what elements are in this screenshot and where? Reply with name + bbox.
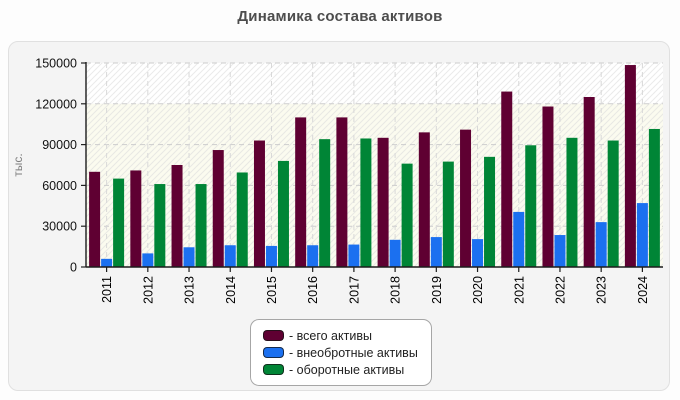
chart-panel: 0 30000 60000 90000 120000 150000 2011 2012 2013… bbox=[8, 41, 670, 391]
bar bbox=[130, 170, 142, 267]
bar bbox=[89, 171, 101, 267]
bar bbox=[525, 145, 537, 267]
bar bbox=[430, 237, 442, 267]
bar bbox=[636, 203, 648, 267]
bar bbox=[253, 140, 265, 267]
x-tick-label: 2014 bbox=[224, 276, 238, 304]
legend-swatch bbox=[263, 347, 284, 358]
chart-title: Динамика состава активов bbox=[237, 8, 443, 25]
bar bbox=[595, 222, 607, 267]
chart-legend: - всего активы - внеобротные активы - обор… bbox=[250, 319, 432, 386]
legend-label: - всего активы bbox=[289, 328, 372, 343]
bar bbox=[624, 65, 636, 267]
bar bbox=[648, 128, 660, 267]
y-tick-label: 150000 bbox=[35, 57, 77, 71]
bar bbox=[113, 178, 125, 267]
x-tick-label: 2022 bbox=[553, 276, 567, 304]
bar bbox=[183, 247, 195, 267]
x-tick-label: 2021 bbox=[512, 276, 526, 304]
x-tick-label: 2020 bbox=[471, 276, 485, 304]
bar bbox=[295, 117, 307, 268]
legend-item: - оборотные активы bbox=[263, 361, 421, 378]
legend-item: - внеобротные активы bbox=[263, 344, 421, 361]
bar bbox=[319, 139, 331, 267]
bar bbox=[195, 184, 207, 267]
x-tick-label: 2019 bbox=[430, 276, 444, 304]
bar bbox=[224, 245, 236, 267]
bar bbox=[401, 163, 413, 267]
legend-item: - всего активы bbox=[263, 327, 421, 344]
bar bbox=[336, 117, 348, 268]
bar bbox=[142, 253, 154, 267]
bar bbox=[513, 211, 525, 267]
legend-label: - оборотные активы bbox=[289, 362, 405, 377]
x-tick-label: 2024 bbox=[636, 276, 650, 304]
bar bbox=[212, 150, 224, 267]
bar bbox=[442, 161, 454, 267]
legend-label: - внеобротные активы bbox=[289, 345, 418, 360]
bar bbox=[460, 129, 472, 267]
bar bbox=[484, 156, 496, 267]
x-tick-label: 2012 bbox=[141, 276, 155, 304]
bar bbox=[607, 140, 619, 267]
bar bbox=[389, 239, 401, 267]
bar bbox=[566, 137, 578, 267]
bar bbox=[418, 132, 430, 267]
x-tick-label: 2016 bbox=[306, 276, 320, 304]
legend-swatch bbox=[263, 364, 284, 375]
bar bbox=[171, 165, 183, 267]
bar bbox=[472, 239, 484, 267]
y-tick-label: 120000 bbox=[35, 97, 77, 111]
bar bbox=[236, 172, 248, 267]
bar bbox=[501, 91, 513, 267]
bar bbox=[277, 160, 289, 267]
y-axis-label: тыс. bbox=[11, 153, 25, 176]
bar bbox=[542, 106, 554, 268]
y-tick-label: 60000 bbox=[42, 179, 77, 193]
y-tick-label: 90000 bbox=[42, 138, 77, 152]
y-tick-label: 30000 bbox=[42, 220, 77, 234]
bar bbox=[360, 138, 372, 267]
y-tick-label: 0 bbox=[70, 261, 77, 275]
bar bbox=[307, 245, 319, 267]
bar-chart: 0 30000 60000 90000 120000 150000 2011 2012 2013… bbox=[11, 57, 663, 304]
legend-swatch bbox=[263, 330, 284, 341]
bar bbox=[265, 245, 277, 267]
x-tick-label: 2018 bbox=[389, 276, 403, 304]
x-tick-label: 2015 bbox=[265, 276, 279, 304]
bar bbox=[101, 258, 113, 267]
x-tick-label: 2011 bbox=[100, 276, 114, 303]
bar bbox=[348, 244, 360, 267]
bar bbox=[583, 97, 595, 267]
bar bbox=[377, 137, 389, 267]
x-tick-label: 2017 bbox=[347, 276, 361, 304]
x-tick-label: 2023 bbox=[595, 276, 609, 304]
bar bbox=[154, 184, 166, 267]
bar bbox=[554, 235, 566, 267]
x-tick-label: 2013 bbox=[183, 276, 197, 304]
